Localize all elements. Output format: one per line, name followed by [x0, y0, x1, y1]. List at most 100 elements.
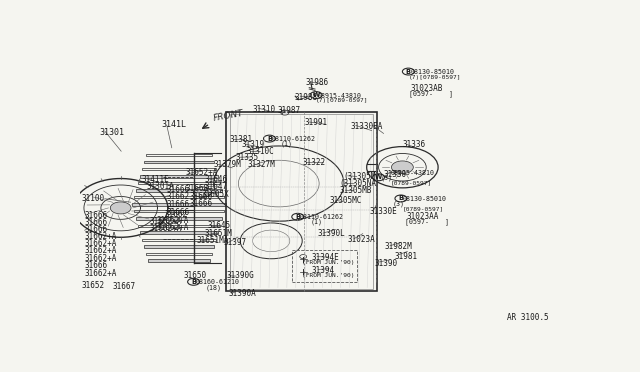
- Text: 31310C: 31310C: [246, 147, 275, 156]
- Bar: [142, 239, 216, 241]
- Text: 31650: 31650: [183, 271, 206, 280]
- Text: [0789-0597]: [0789-0597]: [391, 180, 432, 185]
- Text: [0597-    ]: [0597- ]: [409, 90, 453, 97]
- Text: 31662: 31662: [164, 210, 188, 219]
- Text: 31666: 31666: [189, 199, 212, 208]
- Bar: [132, 203, 227, 206]
- Text: 08130-85010: 08130-85010: [410, 69, 454, 75]
- Text: 31662+A: 31662+A: [85, 246, 117, 255]
- Bar: [140, 175, 218, 177]
- Text: 31662: 31662: [167, 192, 190, 201]
- Text: 31666: 31666: [85, 218, 108, 227]
- Text: 31662+A: 31662+A: [85, 232, 117, 241]
- Text: 31646: 31646: [205, 175, 228, 184]
- Text: B: B: [295, 214, 300, 220]
- Text: 31662+A: 31662+A: [157, 224, 189, 232]
- Text: 31662+A: 31662+A: [85, 254, 117, 263]
- Bar: [134, 196, 225, 198]
- Text: 31397: 31397: [224, 238, 247, 247]
- Bar: [136, 189, 222, 192]
- Text: 31100: 31100: [81, 194, 104, 203]
- Text: 31662+A: 31662+A: [150, 217, 182, 226]
- Bar: [140, 231, 218, 234]
- Text: W: W: [312, 92, 320, 98]
- Text: 31662+A: 31662+A: [150, 224, 182, 233]
- Text: 31666: 31666: [167, 208, 190, 217]
- Text: 31310: 31310: [252, 105, 275, 113]
- Text: 31390A: 31390A: [229, 289, 257, 298]
- Text: 08160-61210: 08160-61210: [196, 279, 239, 285]
- Text: (31305M: (31305M: [344, 172, 376, 181]
- Bar: [144, 246, 214, 248]
- Text: 08915-43810: 08915-43810: [391, 170, 435, 176]
- Text: 31666: 31666: [167, 185, 190, 194]
- Text: 31651M: 31651M: [205, 229, 233, 238]
- Text: B: B: [399, 195, 403, 202]
- Text: 31986: 31986: [306, 78, 329, 87]
- Text: 31668: 31668: [186, 184, 209, 193]
- Text: 31982M: 31982M: [385, 242, 412, 251]
- Text: 31335: 31335: [236, 153, 259, 162]
- Text: 31305MB: 31305MB: [339, 186, 372, 195]
- Text: 31394E: 31394E: [312, 253, 339, 262]
- Text: (1): (1): [310, 219, 322, 225]
- Text: FRONT: FRONT: [213, 108, 244, 122]
- Text: 31301: 31301: [100, 128, 125, 137]
- Text: 31651MA: 31651MA: [196, 236, 229, 246]
- Text: 31305MC: 31305MC: [330, 196, 362, 205]
- Text: 31390L: 31390L: [317, 229, 346, 238]
- Text: (3): (3): [381, 174, 393, 181]
- Text: 31981: 31981: [395, 251, 418, 260]
- Text: 31381: 31381: [230, 135, 253, 144]
- Text: 31666: 31666: [85, 211, 108, 219]
- Text: (7)[0789-0597]: (7)[0789-0597]: [408, 75, 461, 80]
- Text: [0597-    ]: [0597- ]: [405, 218, 449, 225]
- Text: (3): (3): [392, 201, 404, 207]
- Text: B: B: [406, 68, 411, 74]
- Text: (18): (18): [205, 284, 221, 291]
- Text: 31330EA: 31330EA: [350, 122, 383, 131]
- Bar: [230, 114, 373, 289]
- Bar: [136, 217, 222, 220]
- Text: W: W: [375, 174, 382, 180]
- Text: (FROM JUN.'90): (FROM JUN.'90): [301, 260, 354, 265]
- Text: 31988: 31988: [294, 93, 317, 102]
- Text: 31322: 31322: [302, 158, 325, 167]
- Text: 31390: 31390: [374, 259, 397, 268]
- Text: 31379M: 31379M: [214, 160, 242, 169]
- Text: (7)[0789-0597]: (7)[0789-0597]: [316, 98, 369, 103]
- Text: 08130-85010: 08130-85010: [403, 196, 447, 202]
- Text: 31666: 31666: [85, 225, 108, 234]
- Text: B: B: [267, 135, 272, 142]
- Bar: [146, 154, 212, 156]
- Text: 31652: 31652: [81, 281, 104, 290]
- Bar: [138, 182, 220, 184]
- Text: 31666: 31666: [189, 192, 212, 201]
- Text: 31652+A: 31652+A: [186, 168, 218, 177]
- Text: 31666: 31666: [85, 261, 108, 270]
- Text: 31411E: 31411E: [142, 175, 170, 184]
- Text: 31023AB: 31023AB: [410, 84, 443, 93]
- Text: 3141L: 3141L: [162, 121, 187, 129]
- Text: (31305NA: (31305NA: [339, 179, 376, 188]
- Text: 31330: 31330: [383, 170, 406, 179]
- Circle shape: [110, 202, 131, 214]
- Circle shape: [281, 110, 289, 115]
- Text: 31987: 31987: [278, 106, 301, 115]
- Text: B: B: [191, 279, 196, 285]
- Text: (1): (1): [281, 141, 293, 147]
- Bar: [138, 225, 220, 227]
- Text: 31330E: 31330E: [370, 208, 397, 217]
- Text: 31390G: 31390G: [227, 271, 255, 280]
- Text: 31666: 31666: [167, 200, 190, 209]
- Text: AR 3100.5: AR 3100.5: [507, 313, 548, 322]
- Text: 31605X: 31605X: [202, 190, 229, 199]
- Bar: [146, 253, 212, 255]
- Text: 31991: 31991: [305, 118, 328, 127]
- Text: 31645: 31645: [208, 221, 231, 230]
- Bar: [142, 168, 216, 170]
- Text: 08915-43810: 08915-43810: [318, 93, 362, 99]
- Text: 31336: 31336: [403, 140, 426, 150]
- Text: 31662+A: 31662+A: [85, 269, 117, 278]
- Text: 31662+A: 31662+A: [157, 216, 189, 225]
